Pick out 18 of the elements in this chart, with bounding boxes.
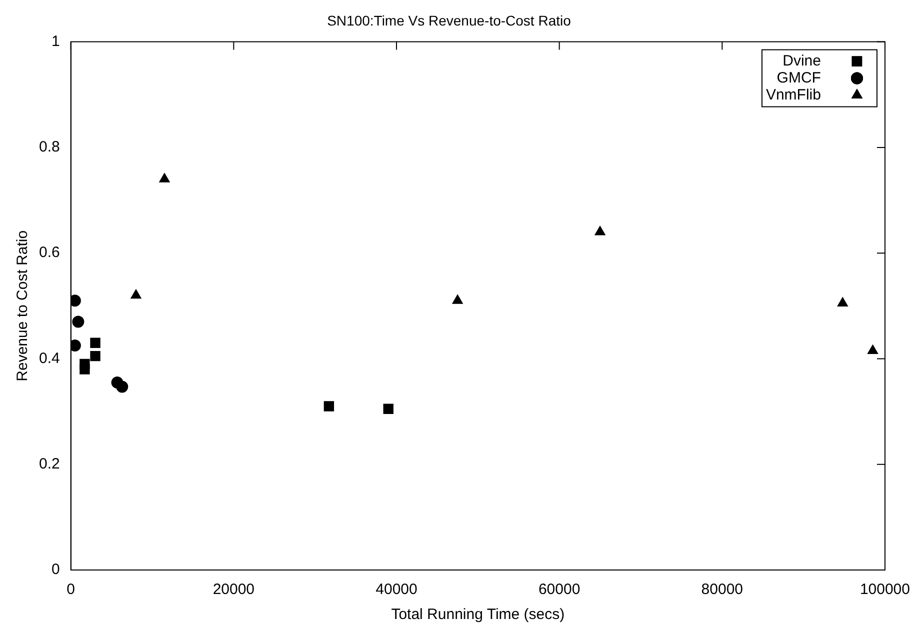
y-tick-label: 1 [52, 32, 60, 50]
x-tick-label: 20000 [212, 581, 255, 598]
y-tick-label: 0.4 [38, 350, 60, 367]
legend-label: GMCF [776, 69, 821, 86]
y-axis-title: Revenue to Cost Ratio [14, 230, 32, 382]
x-tick-label: 80000 [701, 581, 744, 598]
legend-label: VnmFlib [766, 86, 821, 104]
x-tick-label: 40000 [376, 581, 418, 598]
x-axis-title: Total Running Time (secs) [391, 606, 565, 624]
y-tick-label: 0.8 [38, 138, 60, 156]
legend-label: Dvine [782, 52, 821, 70]
y-tick-label: 0.2 [38, 456, 60, 472]
x-tick-label: 60000 [538, 581, 580, 598]
chart-title: SN100:Time Vs Revenue-to-Cost Ratio [327, 12, 572, 28]
y-tick-label: 0.6 [38, 244, 60, 262]
y-tick-label: 0 [52, 561, 60, 578]
x-tick-label: 100000 [860, 581, 910, 598]
x-tick-label: 0 [66, 581, 76, 598]
